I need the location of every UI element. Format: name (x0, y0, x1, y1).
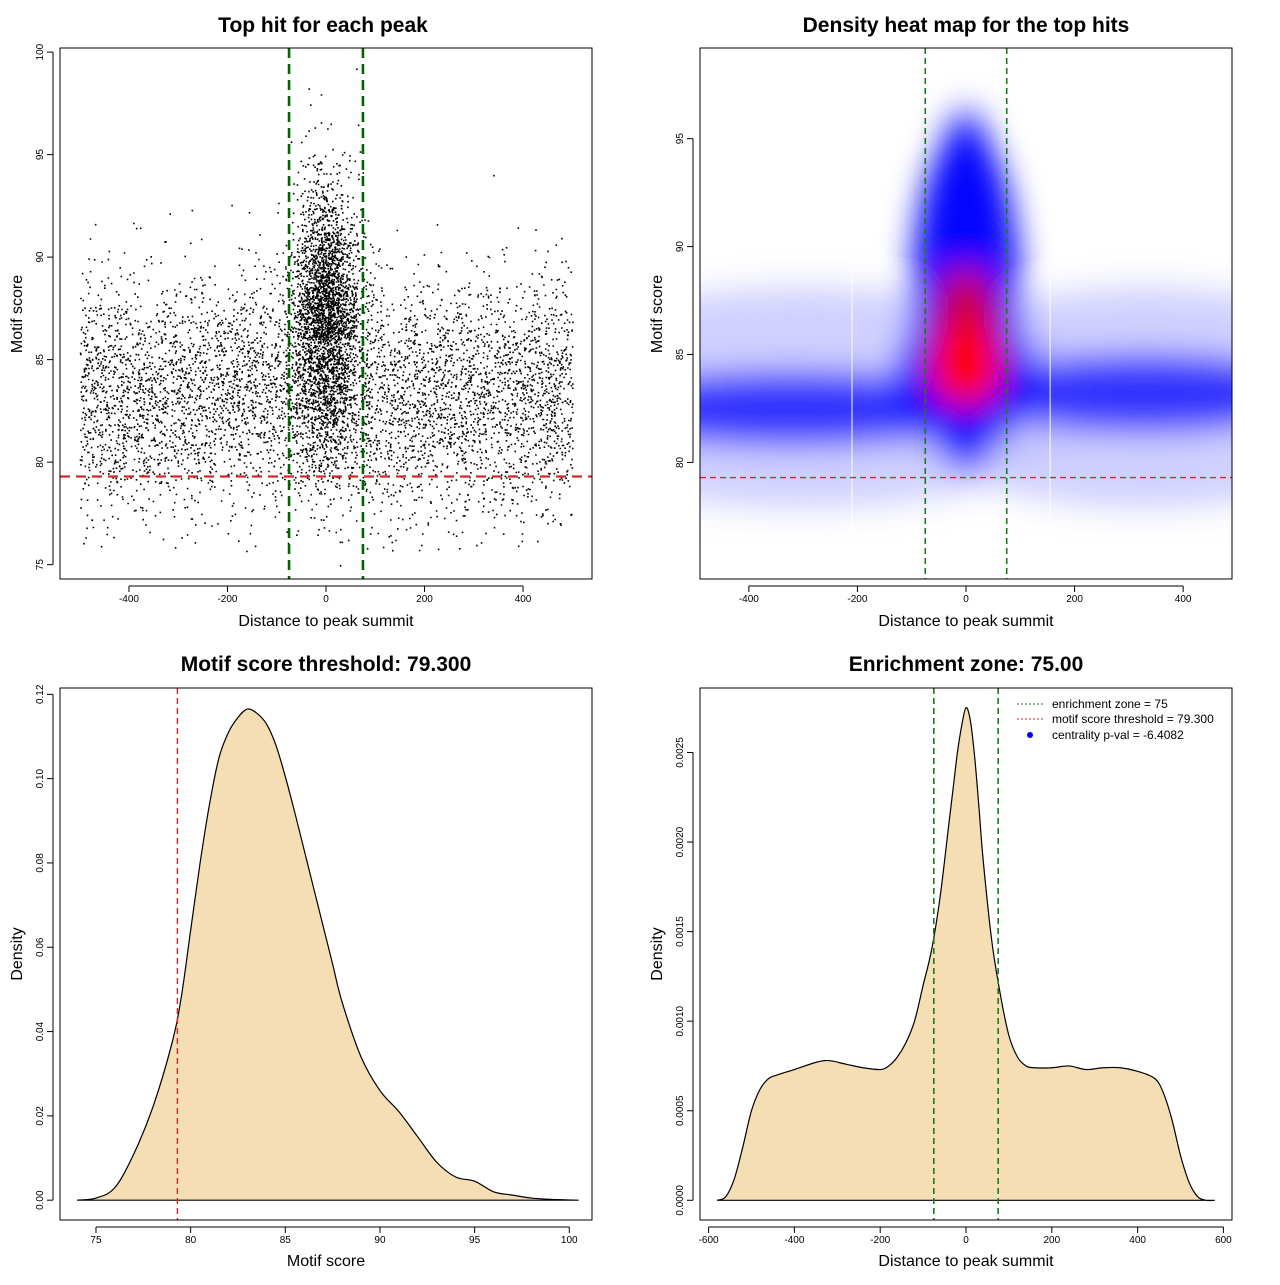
scatter-x-tick-label: 400 (515, 594, 532, 605)
score-density-x-tick-label: 90 (374, 1235, 386, 1246)
heatmap-title: Density heat map for the top hits (803, 14, 1130, 37)
score-density-y-tick-label: 0.00 (35, 1190, 46, 1210)
distance-density-x-tick-label: -600 (699, 1235, 719, 1246)
scatter-y-tick-label: 75 (35, 559, 46, 571)
panel-score-density: Motif score threshold: 79.300 75 80 85 90 95… (9, 653, 593, 1270)
distance-density-y-tick-label: 0.0005 (675, 1095, 686, 1126)
heatmap-plot-frame (699, 47, 1233, 580)
scatter-reference-lines (60, 48, 592, 579)
scatter-x-tick-label: -200 (217, 594, 237, 605)
score-density-curve (76, 708, 579, 1201)
score-density-x-tick-label: 75 (90, 1235, 102, 1246)
scatter-y-tick-label: 95 (35, 149, 46, 161)
scatter-y-tick-label: 90 (35, 251, 46, 263)
scatter-axes: -400 -200 0 200 400 75 80 85 90 95 100 (35, 43, 532, 605)
scatter-y-axis-label: Motif score (9, 275, 26, 353)
panel-heatmap: Density heat map for the top hits -400 -2… (649, 14, 1233, 630)
distance-density-y-tick-label: 0.0010 (675, 1005, 686, 1036)
distance-density-y-tick-label: 0.0015 (675, 916, 686, 947)
scatter-title: Top hit for each peak (218, 14, 428, 37)
score-density-title: Motif score threshold: 79.300 (181, 653, 472, 676)
score-density-y-tick-label: 0.04 (35, 1021, 46, 1041)
legend-threshold-label: motif score threshold = 79.300 (1052, 712, 1214, 726)
distance-density-reference-lines (933, 688, 999, 1220)
distance-density-y-tick-label: 0.0000 (675, 1185, 686, 1216)
scatter-y-tick-label: 100 (35, 43, 46, 60)
distance-density-x-tick-label: -200 (870, 1235, 890, 1246)
scatter-x-tick-label: 0 (323, 594, 329, 605)
score-density-y-tick-label: 0.08 (35, 853, 46, 873)
heatmap-x-tick-label: 0 (963, 594, 969, 605)
heatmap-x-tick-label: 200 (1066, 594, 1083, 605)
scatter-x-tick-label: 200 (416, 594, 433, 605)
score-density-x-tick-label: 100 (561, 1235, 578, 1246)
heat-core-red (928, 323, 1004, 408)
heatmap-x-tick-label: -400 (739, 594, 759, 605)
legend-pval-label: centrality p-val = -6.4082 (1052, 728, 1184, 742)
heat-band-right (975, 353, 1232, 434)
scatter-x-axis-label: Distance to peak summit (238, 613, 414, 630)
legend-pval-dot (1027, 732, 1033, 738)
scatter-point-cloud (79, 68, 574, 567)
distance-density-y-tick-label: 0.0020 (675, 826, 686, 857)
heat-column-top (936, 107, 996, 278)
scatter-y-tick-label: 80 (35, 456, 46, 468)
distance-density-x-tick-label: 200 (1043, 1235, 1060, 1246)
score-density-x-axis-label: Motif score (287, 1253, 365, 1270)
distance-density-y-tick-label: 0.0025 (675, 737, 686, 768)
score-density-axes: 75 80 85 90 95 100 0.00 0.02 0.04 0.06 0.08 0.10 0.1… (35, 684, 578, 1246)
score-density-y-tick-label: 0.02 (35, 1106, 46, 1126)
score-density-y-axis-label: Density (9, 927, 26, 980)
heatmap-y-tick-label: 95 (675, 133, 686, 145)
distance-density-x-tick-label: 600 (1215, 1235, 1232, 1246)
heatmap-y-tick-label: 90 (675, 241, 686, 253)
scatter-y-tick-label: 85 (35, 354, 46, 366)
scatter-x-tick-label: -400 (119, 594, 139, 605)
score-density-y-tick-label: 0.10 (35, 768, 46, 788)
heatmap-x-tick-label: 400 (1175, 594, 1192, 605)
heatmap-reference-lines (700, 48, 1232, 579)
score-density-x-tick-label: 95 (469, 1235, 481, 1246)
score-density-y-tick-label: 0.06 (35, 937, 46, 957)
distance-density-plot-frame (699, 687, 1233, 1221)
distance-density-x-tick-label: 400 (1129, 1235, 1146, 1246)
panel-distance-density: Enrichment zone: 75.00 -600 -400 -200 0 200 4… (649, 653, 1233, 1270)
score-density-x-tick-label: 80 (185, 1235, 197, 1246)
heatmap-axes: -400 -200 0 200 400 80 85 90 95 (675, 133, 1192, 605)
heatmap-y-tick-label: 80 (675, 456, 686, 468)
distance-density-y-axis-label: Density (649, 927, 666, 980)
heatmap-density (700, 107, 1232, 508)
distance-density-x-tick-label: -400 (784, 1235, 804, 1246)
score-density-y-tick-label: 0.12 (35, 684, 46, 704)
distance-density-axes: -600 -400 -200 0 200 400 600 0.0000 0.0005 0.0010… (675, 737, 1232, 1246)
heatmap-y-axis-label: Motif score (649, 275, 666, 353)
score-density-plot-frame (59, 687, 593, 1221)
distance-density-x-axis-label: Distance to peak summit (878, 1253, 1054, 1270)
distance-density-title: Enrichment zone: 75.00 (849, 653, 1084, 676)
heatmap-x-axis-label: Distance to peak summit (878, 613, 1054, 630)
scatter-points (79, 68, 574, 567)
distance-density-x-tick-label: 0 (963, 1235, 969, 1246)
heatmap-y-tick-label: 85 (675, 349, 686, 361)
panel-scatter: Top hit for each peak -400 -200 0 200 400 75 8… (9, 14, 593, 630)
heatmap-x-tick-label: -200 (847, 594, 867, 605)
scatter-plot-frame (59, 47, 593, 580)
legend-zone-label: enrichment zone = 75 (1052, 697, 1168, 711)
score-density-x-tick-label: 85 (280, 1235, 292, 1246)
distance-density-curve (716, 707, 1215, 1202)
legend: enrichment zone = 75 motif score thresho… (1017, 697, 1214, 742)
